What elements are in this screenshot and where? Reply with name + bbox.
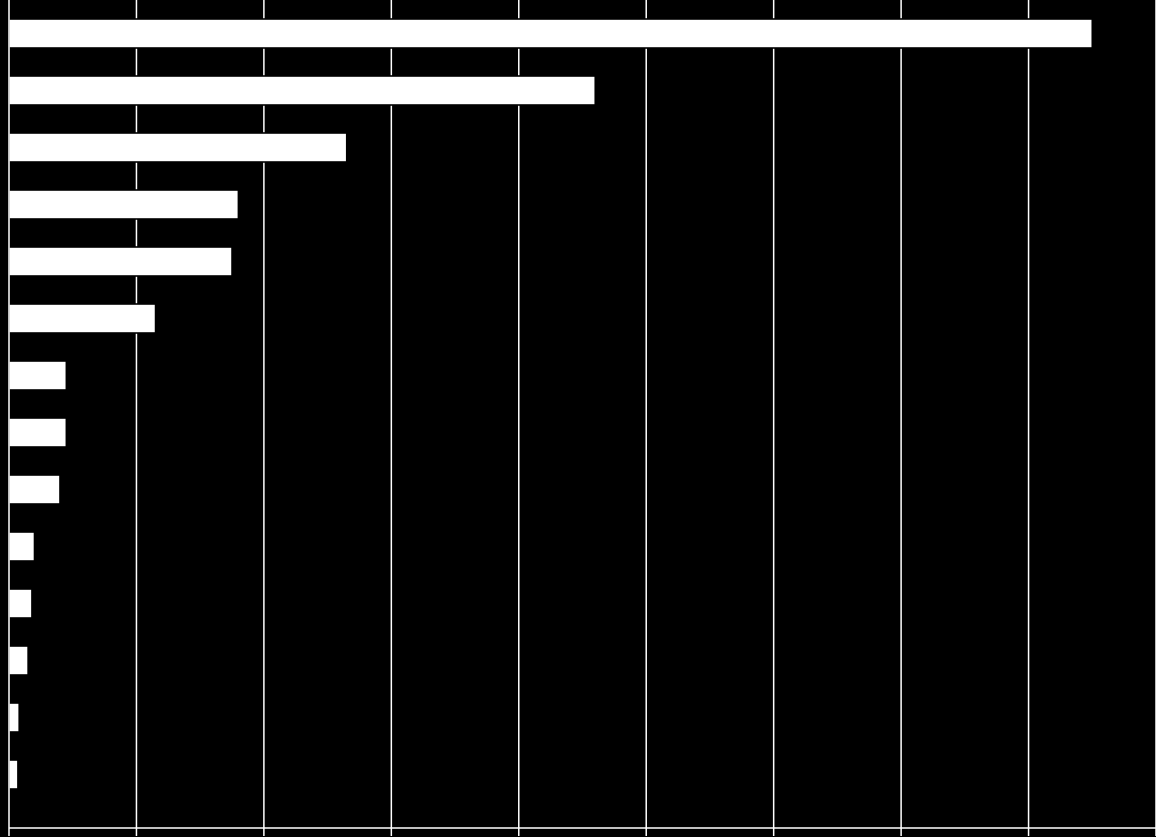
bar-12 <box>9 646 28 675</box>
bar-5 <box>9 247 232 276</box>
plot-background <box>0 0 1156 837</box>
bar-3 <box>9 133 347 162</box>
bar-14 <box>9 760 18 789</box>
bar-10 <box>9 532 34 561</box>
bar-1 <box>9 19 1092 48</box>
bar-7 <box>9 361 66 390</box>
bar-2 <box>9 76 595 105</box>
bar-11 <box>9 589 32 618</box>
bar-6 <box>9 304 156 333</box>
horizontal-bar-chart <box>0 0 1156 837</box>
bar-9 <box>9 475 60 504</box>
bar-4 <box>9 190 238 219</box>
bar-13 <box>9 703 19 732</box>
bar-8 <box>9 418 66 447</box>
